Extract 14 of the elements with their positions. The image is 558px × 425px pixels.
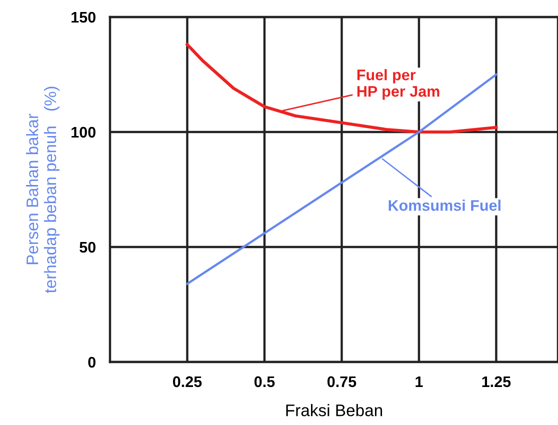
series-label: Fuel per HP per Jam: [357, 69, 440, 100]
x-tick-label: 0.5: [254, 376, 275, 388]
y-axis-title: Persen Bahan bakar terhadap beban penuh (%): [26, 86, 60, 294]
x-tick-label: 0.25: [172, 376, 202, 388]
text: Komsumsi Fuel: [388, 200, 500, 211]
y-tick-label: 150: [72, 12, 96, 23]
line-series: [186, 43, 498, 134]
y-tick-label: 50: [80, 242, 96, 253]
x-tick-label: 0.75: [327, 376, 356, 388]
x-tick-label: 1: [416, 376, 423, 387]
x-axis-title: Fraksi Beban: [286, 404, 382, 416]
x-tick-label: 1.25: [482, 376, 511, 388]
y-tick-label: 0: [88, 356, 96, 368]
y-tick-label: 100: [72, 126, 96, 138]
